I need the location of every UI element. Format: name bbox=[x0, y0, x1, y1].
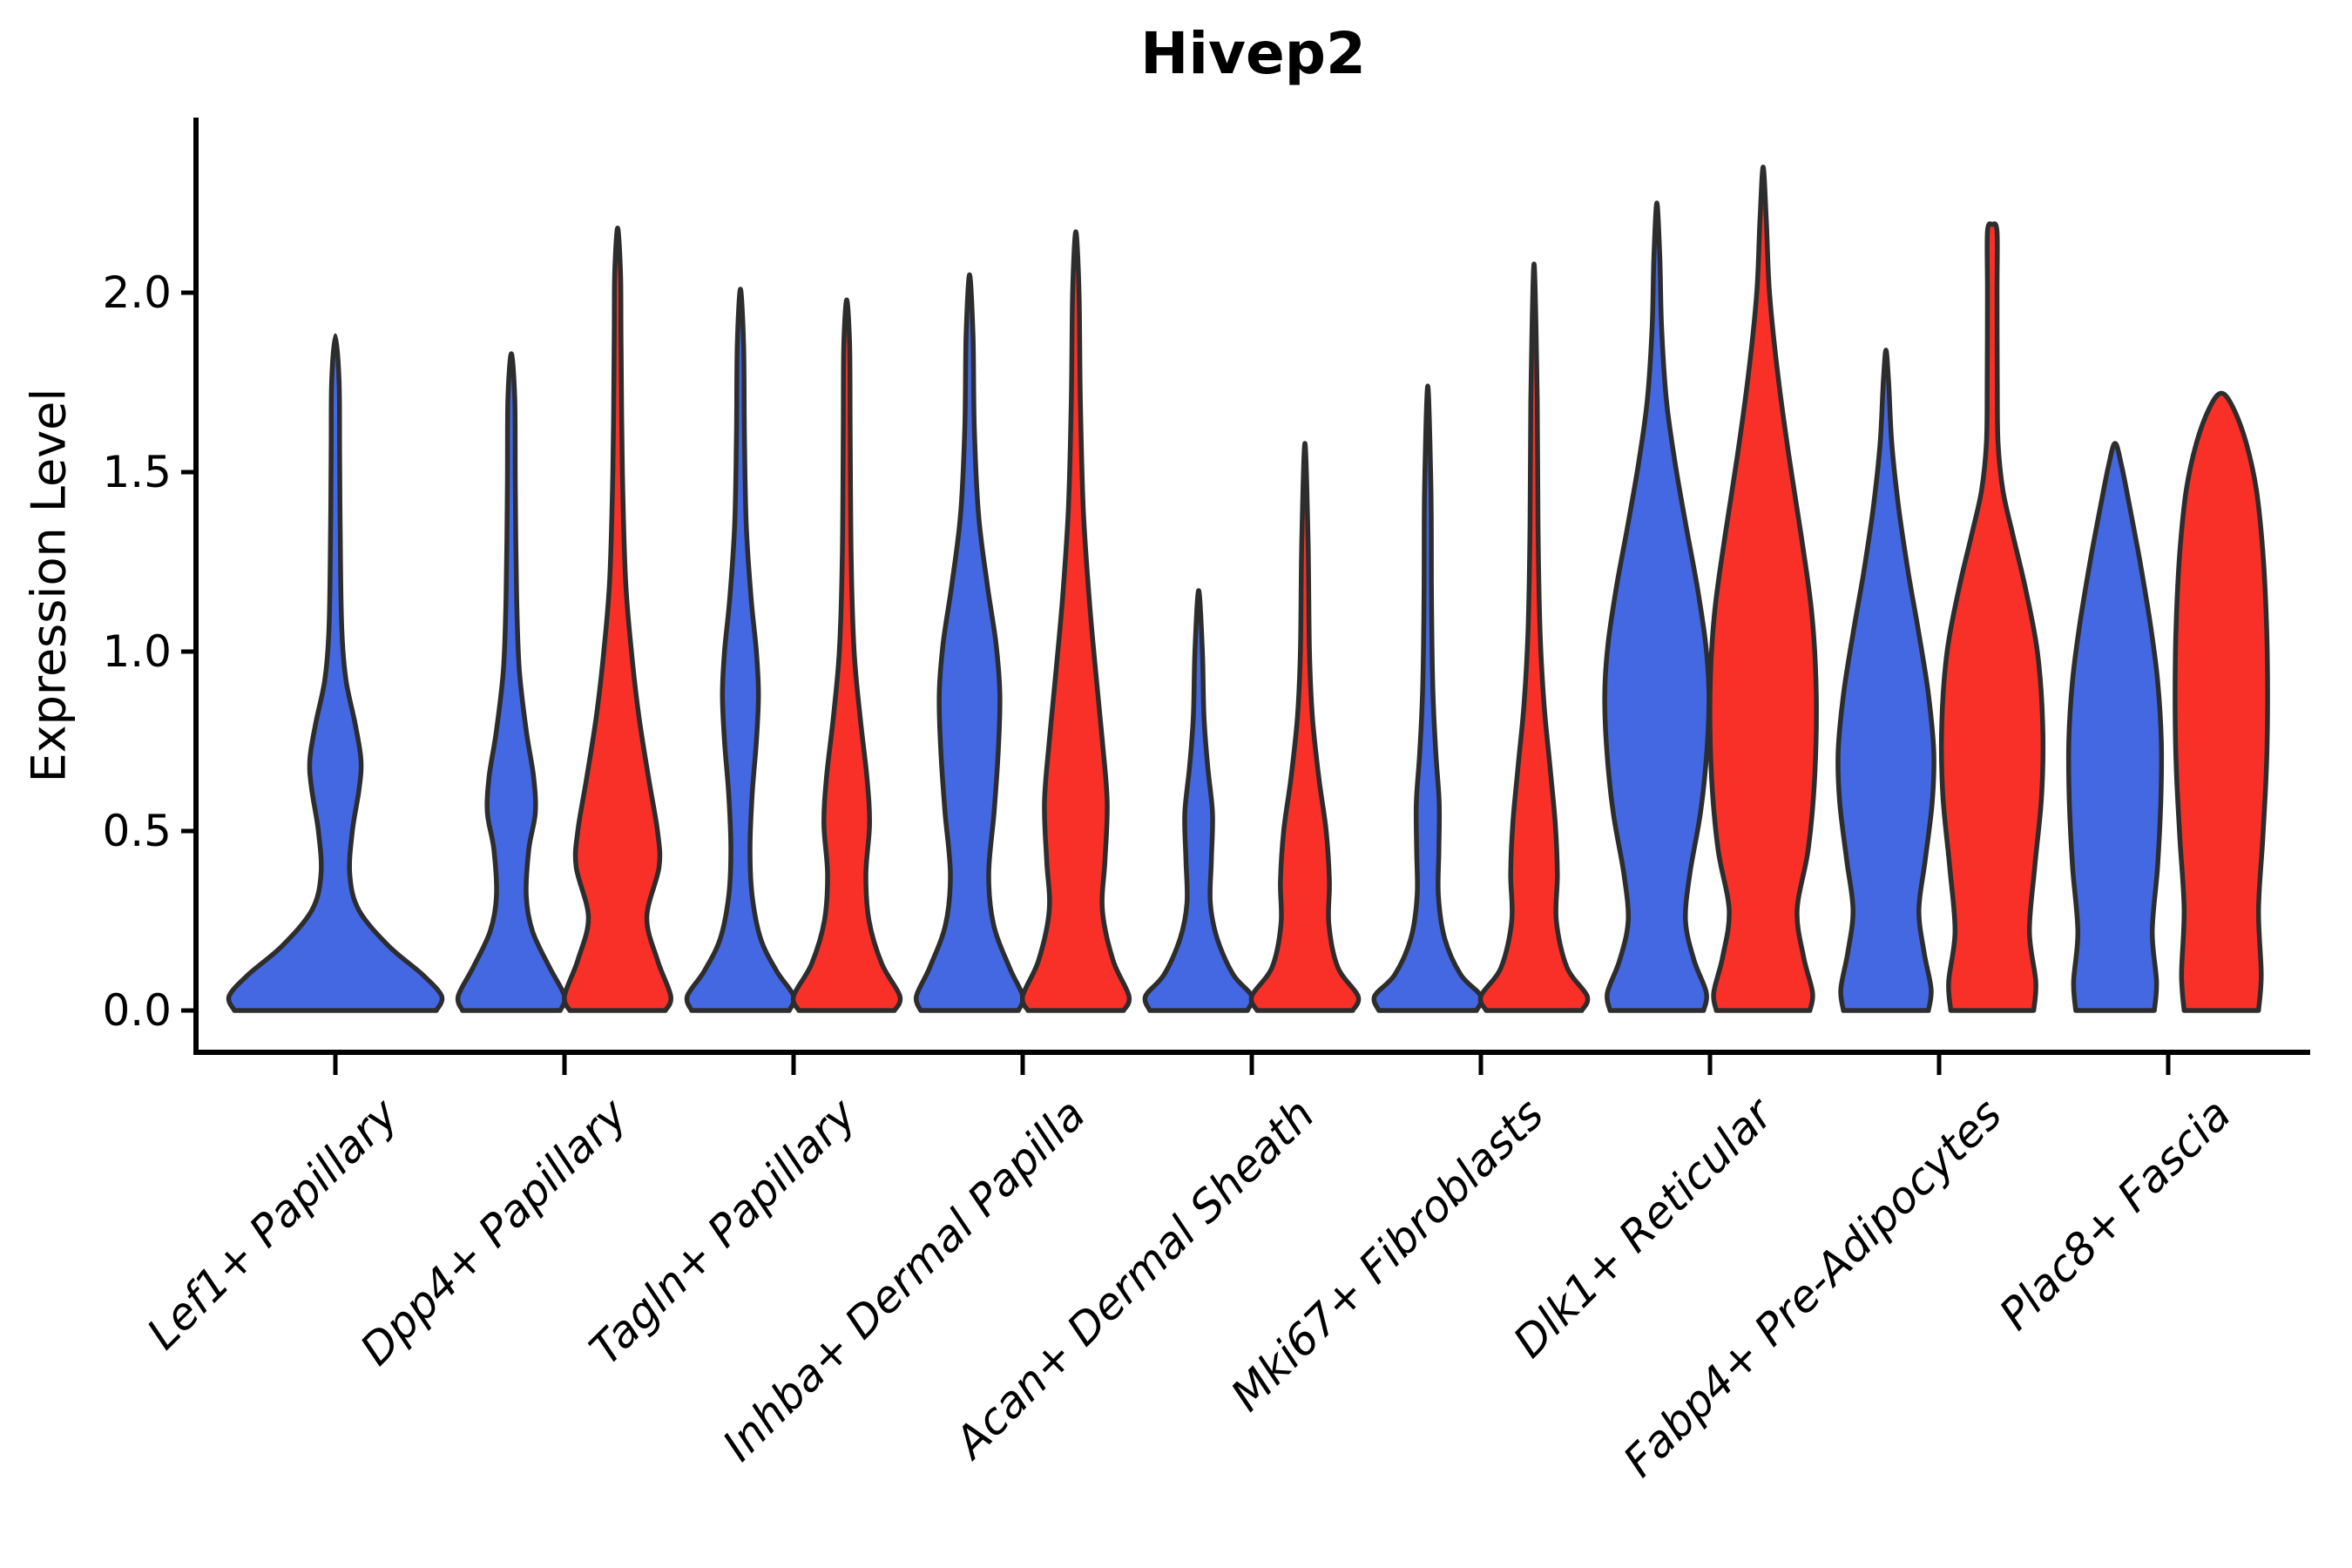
violin-mki67-red bbox=[1477, 261, 1591, 1013]
violin-dlk1-red bbox=[1707, 165, 1819, 1013]
violin-tagln-red bbox=[790, 297, 903, 1013]
violin-fabp4-blue bbox=[1835, 348, 1936, 1013]
violin-acan-red bbox=[1248, 441, 1362, 1013]
violin-lef1-blue bbox=[226, 333, 445, 1013]
violin-tagln-blue bbox=[684, 287, 797, 1013]
y-tick-label: 0.5 bbox=[102, 806, 172, 856]
violin-plac8-blue bbox=[2065, 441, 2165, 1013]
violin-dpp4-blue bbox=[455, 351, 568, 1013]
violin-dlk1-blue bbox=[1602, 200, 1712, 1013]
y-tick-label: 0.0 bbox=[102, 985, 172, 1036]
violin-inhba-blue bbox=[913, 272, 1026, 1013]
violin-fabp4-red bbox=[1938, 221, 2046, 1013]
chart-title: Hivep2 bbox=[1140, 20, 1366, 87]
violin-inhba-red bbox=[1019, 229, 1132, 1013]
y-tick-label: 2.0 bbox=[102, 267, 172, 318]
violin-mki67-blue bbox=[1371, 383, 1484, 1013]
y-tick-label: 1.0 bbox=[102, 626, 172, 677]
violin-dpp4-red bbox=[562, 226, 673, 1013]
y-tick-label: 1.5 bbox=[102, 447, 172, 497]
violin-plac8-red bbox=[2173, 390, 2270, 1013]
violin-acan-blue bbox=[1142, 588, 1255, 1013]
